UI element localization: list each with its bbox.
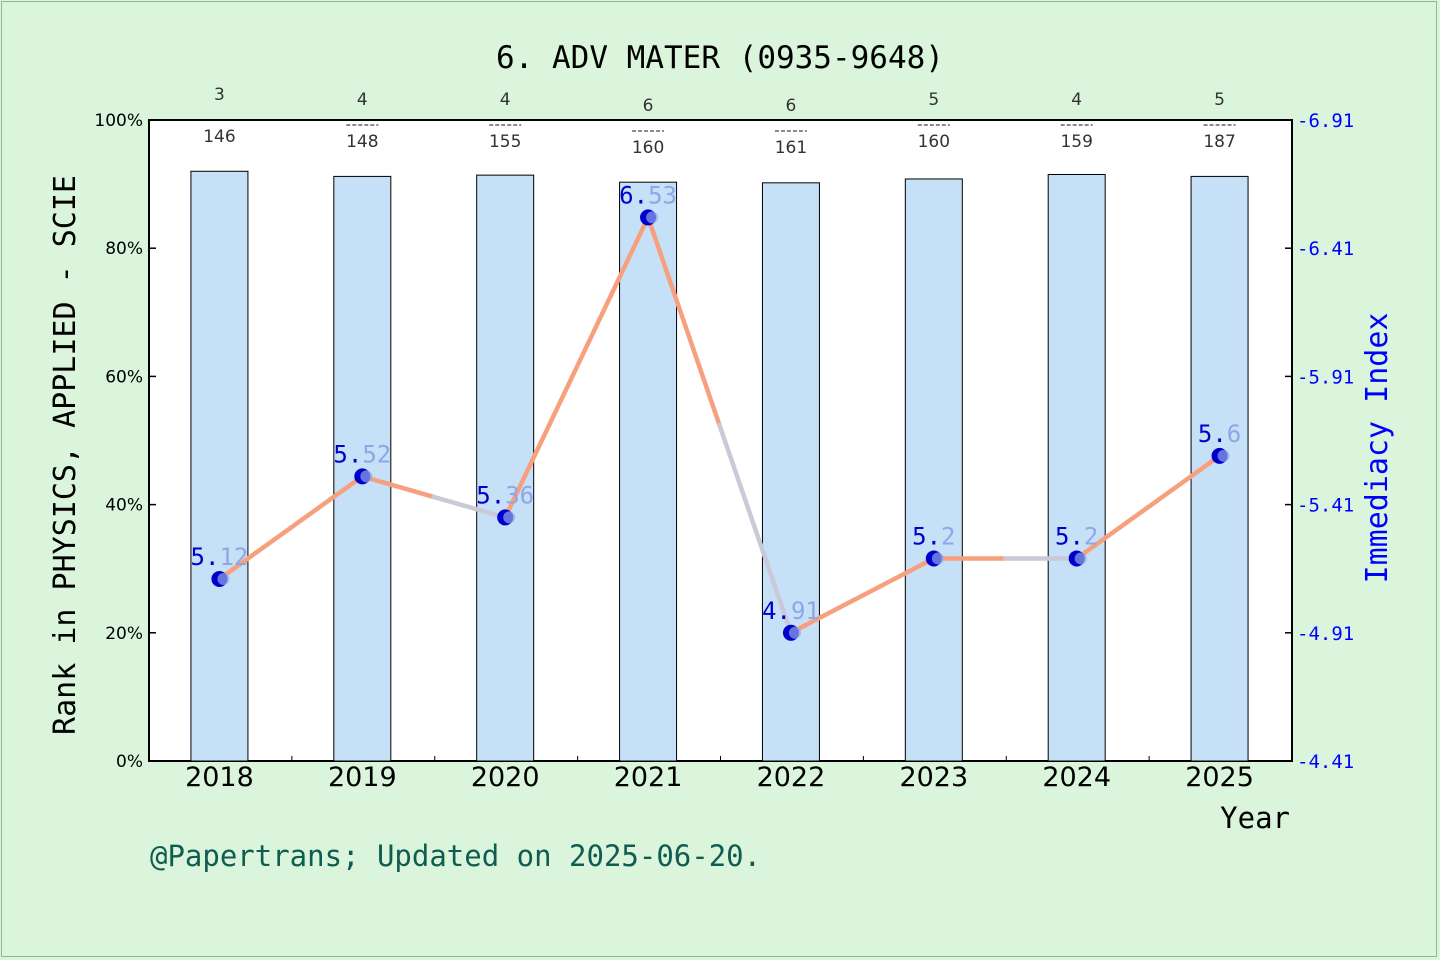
x-tick-label: 2018: [185, 762, 254, 793]
rank-label: 4: [1071, 90, 1082, 110]
line-segment: [860, 556, 937, 598]
right-tick-label: -6.91: [1297, 110, 1354, 132]
right-tick-label: -5.41: [1297, 495, 1354, 517]
bars-group: [190, 170, 1249, 762]
line-point-highlight: [788, 626, 801, 639]
left-tick-label: 40%: [105, 496, 143, 516]
rank-label: 5: [1214, 90, 1225, 110]
rank-label: 6: [786, 96, 797, 116]
line-segment: [502, 365, 579, 520]
rank-label: 6: [643, 96, 654, 116]
point-label: 5.2: [912, 522, 955, 550]
total-label: 160: [918, 132, 950, 152]
total-label: 148: [346, 132, 378, 152]
line-segment: [1145, 453, 1222, 510]
line-point-highlight: [503, 511, 516, 524]
point-label: 5.6: [1198, 420, 1241, 448]
point-label: 4.91: [762, 597, 820, 625]
point-label: 6.53: [619, 181, 677, 209]
line-segment: [788, 593, 865, 636]
bar-2024: [1047, 173, 1106, 762]
line-point-highlight: [217, 572, 230, 585]
total-label: 159: [1060, 132, 1092, 152]
total-label: 146: [203, 127, 235, 147]
right-axis: -4.41 -4.91 -5.41 -5.91 -6.41 -6.91: [1285, 110, 1354, 773]
x-axis-label: Year: [1220, 801, 1290, 835]
right-tick-label: -4.41: [1297, 751, 1354, 773]
left-tick-label: 60%: [105, 367, 143, 387]
bar-2018: [190, 170, 249, 762]
left-tick-label: 100%: [94, 111, 143, 131]
left-tick-label: 0%: [116, 752, 143, 772]
right-tick-label: -6.41: [1297, 238, 1354, 260]
x-tick-label: 2025: [1185, 762, 1254, 793]
x-tick-label: 2021: [614, 762, 683, 793]
line-segment: [360, 474, 436, 500]
point-label: 5.12: [191, 543, 249, 571]
line-segment: [288, 474, 365, 530]
x-tick-label: 2019: [328, 762, 397, 793]
x-tick-label: 2020: [471, 762, 540, 793]
point-label: 5.52: [333, 440, 391, 468]
right-axis-label: Immediacy Index: [1360, 313, 1395, 584]
chart-title: 6. ADV MATER (0935-9648): [496, 40, 944, 76]
left-tick-label: 20%: [105, 624, 143, 644]
total-label: 161: [775, 138, 807, 158]
line-point-highlight: [360, 470, 373, 483]
line-segment: [431, 494, 508, 520]
x-tick-label: 2023: [899, 762, 968, 793]
line-point-highlight: [646, 211, 659, 224]
total-label: 155: [489, 132, 521, 152]
bar-2020: [476, 174, 535, 762]
line-segment: [217, 525, 294, 582]
line-point-highlight: [1217, 449, 1230, 462]
rank-label: 5: [928, 90, 939, 110]
bar-2023: [904, 178, 963, 762]
x-tick-label: 2024: [1042, 762, 1111, 793]
left-tick-label: 80%: [105, 239, 143, 259]
x-tick-label: 2022: [757, 762, 826, 793]
footer-credit: @Papertrans; Updated on 2025-06-20.: [150, 839, 761, 873]
line-series-group: 5.12 5.52 5.36 6.53 4.91 5.2 5.2 5.6: [191, 181, 1241, 641]
right-tick-label: -5.91: [1297, 366, 1354, 388]
bar-2022: [761, 182, 820, 762]
point-label: 5.36: [476, 481, 534, 509]
line-segment: [645, 215, 722, 428]
y-axis-label: Rank in PHYSICS, APPLIED - SCIE: [48, 175, 83, 735]
bar-labels-group: 3 146 4 148 4 155 6 160 6 161 5 160 4 159 5 187: [203, 85, 1236, 158]
rank-label: 4: [357, 90, 368, 110]
plot-area: [148, 119, 1293, 762]
line-point-highlight: [1074, 552, 1087, 565]
line-point-highlight: [931, 552, 944, 565]
rank-label: 4: [500, 90, 511, 110]
right-tick-label: -4.91: [1297, 623, 1354, 645]
line-segment: [574, 215, 651, 370]
rank-label: 3: [214, 85, 225, 105]
total-label: 160: [632, 138, 664, 158]
left-axis: 0% 20% 40% 60% 80% 100%: [94, 111, 156, 772]
total-label: 187: [1203, 132, 1235, 152]
point-label: 5.2: [1055, 522, 1098, 550]
line-segment: [1074, 504, 1151, 561]
line-segment: [717, 422, 794, 636]
x-axis: 2018 2019 2020 2021 2022 2023 2024 2025: [185, 756, 1254, 793]
